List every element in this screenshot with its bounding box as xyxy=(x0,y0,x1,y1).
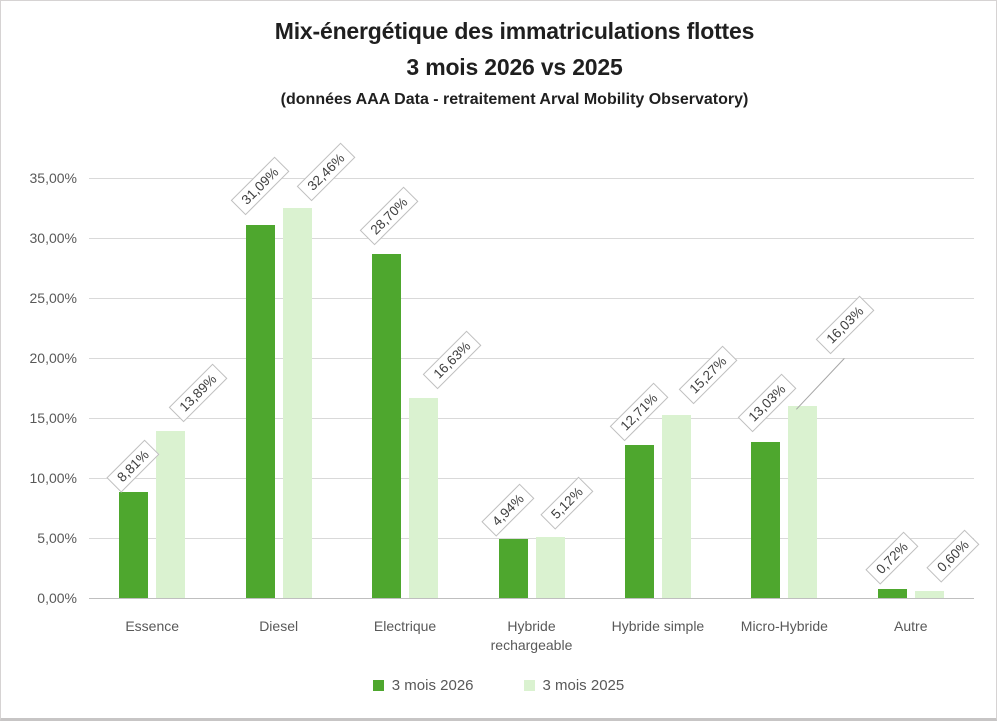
data-label-3-mois-2025-electrique: 16,63% xyxy=(422,331,481,390)
gridline-10 xyxy=(89,478,974,479)
legend-item-2025: 3 mois 2025 xyxy=(523,677,625,694)
chart-title-line2: 3 mois 2026 vs 2025 xyxy=(406,54,623,80)
bar-3-mois-2026-electrique xyxy=(372,253,402,598)
data-label-3-mois-2025-hybride-rechargeable: 5,12% xyxy=(540,475,594,530)
bar-3-mois-2026-autre xyxy=(877,589,907,598)
category-label-hybride-simple: Hybride simple xyxy=(611,618,705,634)
data-label-3-mois-2025-micro-hybride: 16,03% xyxy=(815,295,875,354)
y-axis-tick-label: 10,00% xyxy=(29,470,77,486)
bar-3-mois-2026-micro-hybride xyxy=(751,441,781,598)
y-axis-tick-label: 20,00% xyxy=(29,350,77,366)
data-label-3-mois-2026-essence: 8,81% xyxy=(106,439,160,493)
data-label-3-mois-2026-electrique: 28,70% xyxy=(359,186,418,245)
data-label-3-mois-2025-diesel: 32,46% xyxy=(296,143,356,202)
chart-header: Mix-énergétique des immatriculations flo… xyxy=(33,13,996,113)
category-label-essence: Essence xyxy=(125,618,180,634)
bar-3-mois-2025-hybride-simple xyxy=(661,414,691,598)
bar-3-mois-2025-hybride-rechargeable xyxy=(535,536,565,598)
y-axis-tick-label: 35,00% xyxy=(29,170,77,186)
bar-3-mois-2025-micro-hybride xyxy=(788,405,818,598)
legend-swatch-2025 xyxy=(523,680,535,691)
y-axis-tick-label: 5,00% xyxy=(37,530,77,546)
data-label-3-mois-2026-hybride-simple: 12,71% xyxy=(610,383,669,442)
legend-label-2025: 3 mois 2025 xyxy=(542,677,625,694)
bar-3-mois-2025-electrique xyxy=(409,398,439,598)
category-label-diesel: Diesel xyxy=(259,618,299,634)
chart-subtitle: (données AAA Data - retraitement Arval M… xyxy=(280,91,749,108)
bar-3-mois-2025-essence xyxy=(156,431,186,598)
legend-swatch-2026 xyxy=(372,680,384,691)
category-label-micro-hybride: Micro-Hybride xyxy=(740,618,828,634)
gridline-15 xyxy=(89,418,974,419)
bar-3-mois-2025-autre xyxy=(914,590,944,598)
gridline-25 xyxy=(89,298,974,299)
category-label-autre: Autre xyxy=(894,618,928,634)
gridline-0 xyxy=(89,598,974,599)
data-label-3-mois-2026-hybride-rechargeable: 4,94% xyxy=(481,483,535,537)
category-label-hybride-rechargeable: Hybride rechargeable xyxy=(490,618,573,653)
data-label-3-mois-2026-diesel: 31,09% xyxy=(230,156,290,216)
gridline-5 xyxy=(89,538,974,539)
bar-3-mois-2026-hybride-simple xyxy=(624,445,654,598)
y-axis-tick-label: 0,00% xyxy=(37,590,77,606)
bar-3-mois-2026-diesel xyxy=(245,224,275,598)
data-label-3-mois-2025-essence: 13,89% xyxy=(168,364,227,423)
data-label-leader-line xyxy=(796,358,845,410)
y-axis-tick-label: 15,00% xyxy=(29,410,77,426)
legend: 3 mois 2026 3 mois 2025 xyxy=(1,677,996,694)
category-label-electrique: Electrique xyxy=(373,618,437,634)
gridline-30 xyxy=(89,238,974,239)
legend-label-2026: 3 mois 2026 xyxy=(391,677,474,694)
bar-3-mois-2026-essence xyxy=(119,492,149,598)
chart-title-line1: Mix-énergétique des immatriculations flo… xyxy=(274,18,755,44)
y-axis-tick-label: 25,00% xyxy=(29,290,77,306)
bar-3-mois-2025-diesel xyxy=(282,208,312,598)
legend-item-2026: 3 mois 2026 xyxy=(372,677,474,694)
data-label-3-mois-2025-hybride-simple: 15,27% xyxy=(679,345,738,405)
gridline-35 xyxy=(89,178,974,179)
data-label-3-mois-2026-autre: 0,72% xyxy=(865,531,919,585)
data-label-3-mois-2026-micro-hybride: 13,03% xyxy=(737,373,797,432)
gridline-20 xyxy=(89,358,974,359)
bar-3-mois-2026-hybride-rechargeable xyxy=(498,538,528,598)
y-axis-tick-label: 30,00% xyxy=(29,230,77,246)
